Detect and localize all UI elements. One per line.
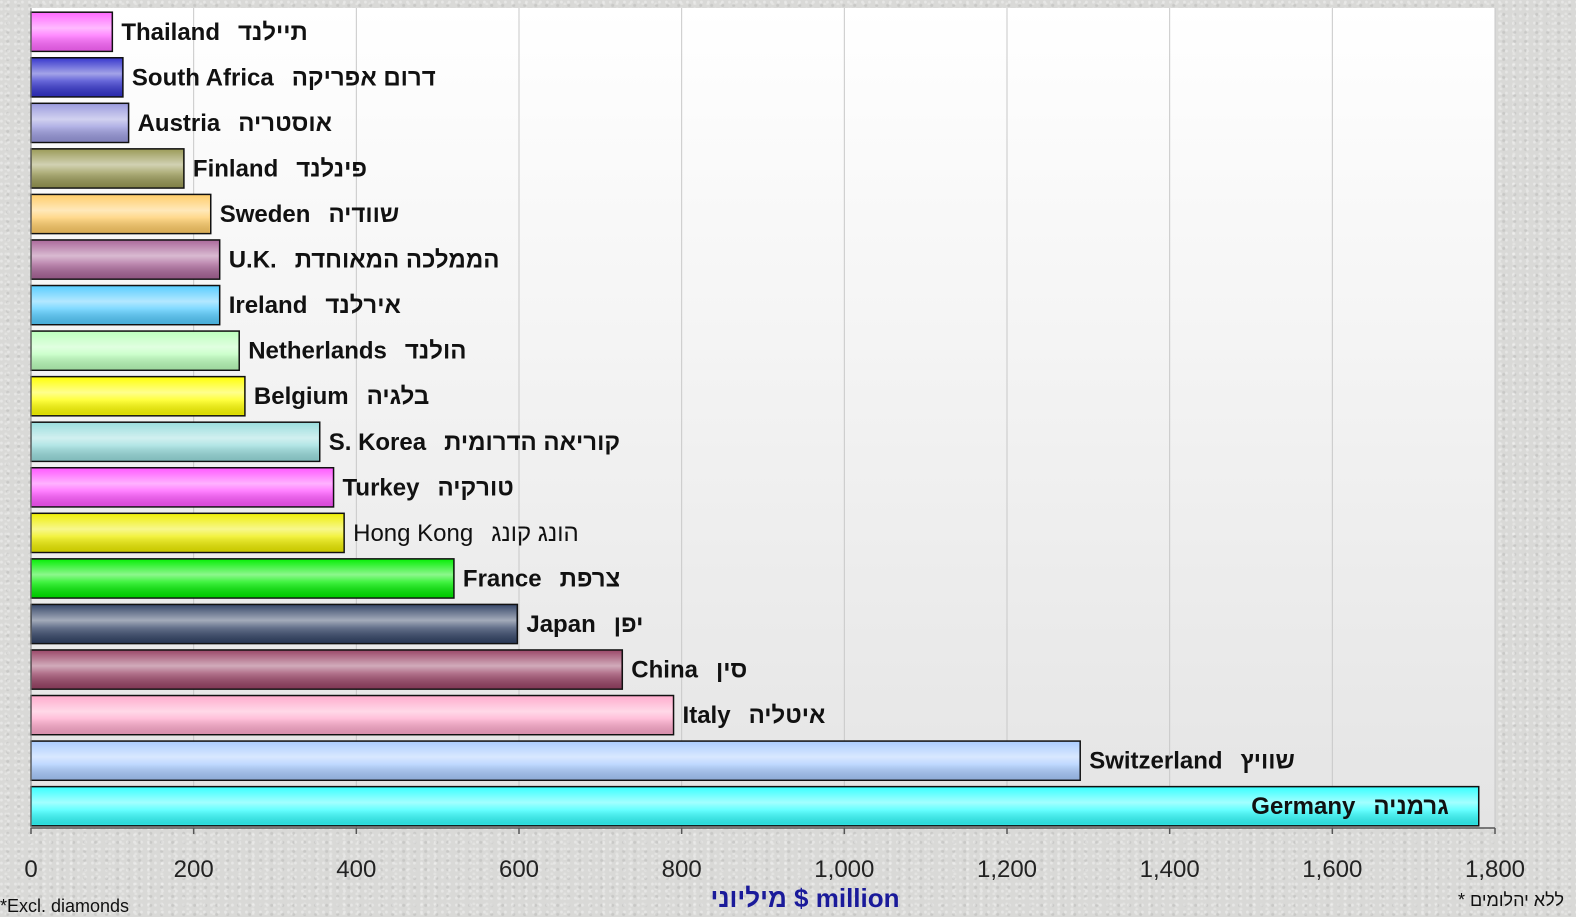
x-tick-label: 0: [24, 856, 37, 883]
bar-label-en: China: [631, 657, 698, 684]
bar-label-en: South Africa: [132, 64, 274, 91]
bar-label-he: הולנד: [405, 338, 467, 365]
x-tick-label: 1,600: [1302, 856, 1362, 883]
bar-label-he: בלגיה: [367, 383, 430, 410]
bar-label: France צרפת: [463, 565, 620, 592]
bar-shine: [32, 377, 244, 415]
bar-label: U.K. הממלכה המאוחדת: [229, 247, 500, 274]
bar-label: S. Korea קוריאה הדרומית: [329, 429, 620, 456]
bar-shine: [32, 742, 1080, 780]
bar-label-he: דרום אפריקה: [292, 64, 436, 91]
bar-label-en: Thailand: [121, 19, 220, 46]
x-tick-label: 400: [336, 856, 376, 883]
bar-shine: [32, 650, 622, 689]
bar-label-en: Switzerland: [1089, 748, 1222, 775]
bar-label-he: הונג קונג: [491, 520, 578, 547]
x-tick-label: 200: [174, 856, 214, 883]
gridlines: [193, 8, 1496, 828]
bar-shine: [32, 13, 112, 51]
bar-label-he: צרפת: [560, 565, 621, 592]
bar-shine: [32, 559, 453, 598]
bar-label-en: Austria: [138, 110, 221, 137]
bar-shine: [32, 104, 128, 142]
x-tick-label: 600: [499, 856, 539, 883]
x-axis-label: מיליוני $ million: [710, 883, 899, 913]
bar-label-he: גרמניה: [1373, 793, 1448, 820]
bar-label-he: שוויץ: [1241, 748, 1295, 775]
bar-label-en: Finland: [193, 155, 278, 182]
bar-label-en: S. Korea: [329, 429, 427, 456]
note-right: * ללא יהלומים: [1458, 890, 1564, 910]
bar-label-he: טורקיה: [437, 474, 513, 501]
note-left: *Excl. diamonds: [0, 896, 129, 916]
bar-label: Turkey טורקיה: [343, 474, 514, 501]
bar-label: Italy איטליה: [683, 702, 826, 729]
bar-label: Netherlands הולנד: [248, 338, 466, 365]
x-ticks: 0 200 400 600 800 1,000 1,200 1,400 1,600 1,800: [24, 828, 1525, 883]
x-tick-label: 1,400: [1140, 856, 1200, 883]
bar-shine: [32, 605, 517, 643]
bar-label-en: Italy: [683, 702, 732, 729]
bar-shine: [32, 332, 239, 370]
bar-label-he: יפן: [614, 611, 644, 638]
bar-label: Japan יפן: [526, 611, 643, 638]
bar-label-he: פינלנד: [296, 155, 367, 182]
bar-shine: [32, 696, 673, 734]
bar-label-he: אוסטריה: [238, 110, 332, 137]
bar-label-he: תיילנד: [238, 19, 308, 46]
bar-label: South Africa דרום אפריקה: [132, 64, 436, 91]
bar-label: Belgium בלגיה: [254, 383, 429, 410]
bar-label-en: Belgium: [254, 383, 349, 410]
x-tick-label: 1,200: [977, 856, 1037, 883]
bar-label: Ireland אירלנד: [229, 292, 401, 319]
bar-label-he: איטליה: [749, 702, 826, 729]
x-tick-label: 1,000: [814, 856, 874, 883]
bar-label: Thailand תיילנד: [121, 19, 307, 46]
bar-label: China סין: [631, 657, 747, 684]
bar-label-he: אירלנד: [325, 292, 400, 319]
bars: Thailand תיילנד South Africa דרום אפריקה Aus…: [30, 11, 1480, 827]
bar-label-en: Ireland: [229, 292, 308, 319]
bar-label: Austria אוסטריה: [138, 110, 332, 137]
bar-label-en: Japan: [526, 611, 595, 638]
bar-label: Hong Kong הונג קונג: [353, 520, 579, 547]
bar-shine: [32, 286, 219, 324]
bar-label-he: הממלכה המאוחדת: [295, 247, 500, 274]
x-tick-label: 1,800: [1465, 856, 1525, 883]
bar-shine: [32, 514, 344, 552]
bar-label-en: Sweden: [220, 201, 311, 228]
bar-label-en: Germany: [1251, 793, 1356, 820]
bar-label-en: Netherlands: [248, 338, 387, 365]
bar-label: Finland פינלנד: [193, 155, 367, 182]
bar-shine: [32, 149, 183, 188]
bar-shine: [32, 195, 210, 233]
bar-label-he: שוודיה: [328, 201, 399, 228]
bar-label-en: U.K.: [229, 247, 277, 274]
plot-area: [31, 8, 1495, 828]
bar-shine: [32, 240, 219, 279]
bar-label-he: קוריאה הדרומית: [444, 429, 620, 456]
bar-label: Sweden שוודיה: [220, 201, 399, 228]
bar-shine: [32, 423, 319, 461]
bar-shine: [32, 468, 333, 506]
bar-shine: [32, 787, 1478, 825]
bar-label: Switzerland שוויץ: [1089, 748, 1295, 775]
bar-shine: [32, 58, 122, 96]
bar-label: Germany גרמניה: [1251, 793, 1448, 820]
x-tick-label: 800: [662, 856, 702, 883]
bar-label-he: סין: [716, 657, 747, 684]
bar-label-en: France: [463, 565, 542, 592]
bar-label-en: Hong Kong: [353, 520, 473, 547]
bar-label-en: Turkey: [343, 474, 421, 501]
